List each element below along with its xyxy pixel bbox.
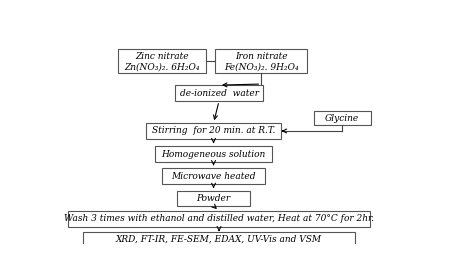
FancyBboxPatch shape	[146, 123, 282, 139]
Text: Wash 3 times with ethanol and distilled water, Heat at 70°C for 2hr.: Wash 3 times with ethanol and distilled …	[64, 215, 374, 224]
Text: Homogeneous solution: Homogeneous solution	[162, 150, 265, 159]
FancyBboxPatch shape	[83, 232, 355, 247]
FancyBboxPatch shape	[314, 112, 371, 125]
FancyBboxPatch shape	[68, 211, 370, 227]
Text: Powder: Powder	[197, 194, 230, 203]
Text: XRD, FT-IR, FE-SEM, EDAX, UV-Vis and VSM: XRD, FT-IR, FE-SEM, EDAX, UV-Vis and VSM	[116, 235, 322, 244]
Text: de-ionized  water: de-ionized water	[180, 89, 258, 98]
FancyBboxPatch shape	[155, 146, 272, 162]
Text: Glycine: Glycine	[325, 114, 359, 123]
Text: Zinc nitrate
Zn(NO₃)₂. 6H₂O₄: Zinc nitrate Zn(NO₃)₂. 6H₂O₄	[124, 52, 200, 71]
FancyBboxPatch shape	[215, 49, 307, 73]
FancyBboxPatch shape	[118, 49, 206, 73]
FancyBboxPatch shape	[162, 169, 265, 184]
Text: Microwave heated: Microwave heated	[171, 172, 256, 181]
FancyBboxPatch shape	[175, 85, 263, 101]
Text: Stirring  for 20 min. at R.T.: Stirring for 20 min. at R.T.	[152, 127, 275, 135]
FancyBboxPatch shape	[177, 191, 250, 206]
Text: Iron nitrate
Fe(NO₃)₂. 9H₂O₄: Iron nitrate Fe(NO₃)₂. 9H₂O₄	[224, 52, 299, 71]
